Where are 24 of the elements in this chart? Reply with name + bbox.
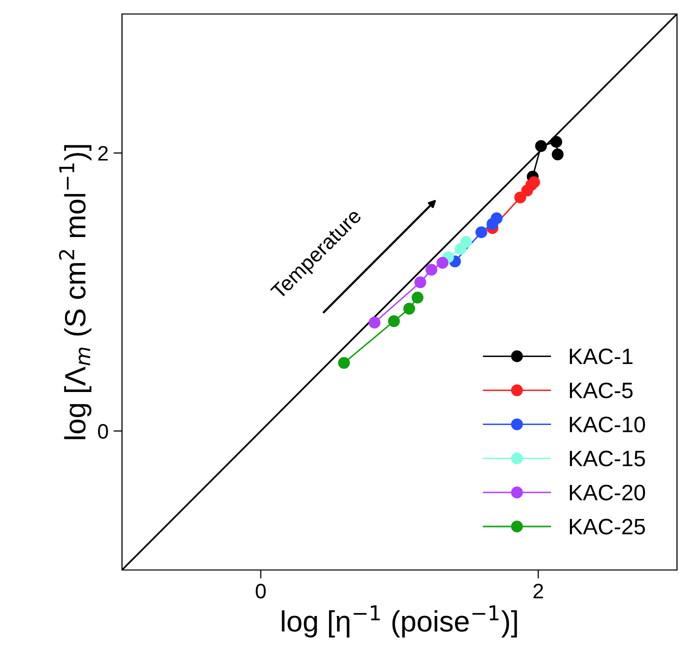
point: [436, 256, 448, 269]
point: [550, 136, 562, 148]
legend-label: KAC-5: [570, 382, 633, 398]
point: [490, 212, 503, 224]
legend-label: KAC-20: [570, 484, 646, 500]
point: [412, 292, 424, 304]
legend-label: KAC-1: [570, 348, 632, 364]
point: [414, 276, 426, 288]
x-axis-title: log [η$^{−1}$ (poise$^{−1}$)]: [282, 605, 517, 638]
y-axis-title: log [Λ$_{m}$ (S cm$^{2}$ mol$^{−1}$)]: [59, 145, 92, 440]
legend-label: KAC-10: [570, 416, 646, 432]
point: [403, 302, 416, 315]
point: [338, 356, 350, 369]
legend-label: KAC-15: [570, 450, 645, 466]
point: [552, 148, 564, 160]
point: [460, 236, 472, 248]
point: [528, 176, 540, 188]
point: [368, 316, 380, 328]
point: [475, 226, 488, 238]
legend-label: KAC-25: [570, 518, 645, 534]
point: [514, 192, 526, 204]
point: [388, 315, 400, 328]
point: [535, 140, 547, 152]
point: [426, 264, 438, 276]
